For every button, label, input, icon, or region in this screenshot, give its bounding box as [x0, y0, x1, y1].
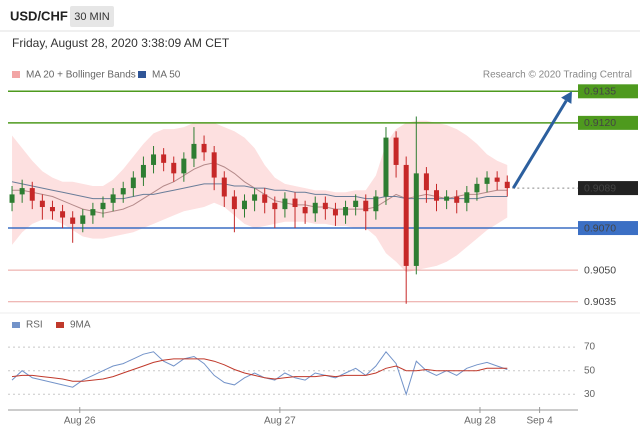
y-tick-label: 30 [584, 389, 596, 400]
candle-body [151, 154, 157, 165]
candle-body [120, 188, 126, 195]
candle-body [322, 202, 328, 210]
candle-body [292, 198, 298, 208]
candle-body [464, 192, 470, 203]
candle-body [373, 196, 379, 212]
candle-body [434, 190, 440, 201]
y-tick-label: 70 [584, 342, 596, 353]
legend-swatch [138, 71, 146, 78]
candle-body [241, 200, 247, 210]
forecast-arrow [512, 99, 568, 189]
candle-body [332, 209, 338, 216]
level-box [578, 84, 638, 99]
candle-body [39, 200, 45, 208]
bollinger-band [12, 120, 508, 273]
legend-label: MA 50 [152, 70, 181, 81]
rsi-line [11, 350, 508, 396]
level-label: 0.9120 [584, 117, 616, 129]
candle-body [171, 162, 177, 174]
candle-body [130, 177, 136, 189]
candle-body [161, 154, 167, 163]
candle-body [272, 202, 278, 210]
candle-body [70, 217, 76, 224]
candle-body [60, 211, 66, 218]
level-label: 0.9050 [584, 264, 616, 276]
candle-body [231, 196, 237, 210]
candle-body [393, 137, 399, 165]
candle-body [423, 173, 429, 191]
candle-body [363, 200, 369, 212]
credit: Research © 2020 Trading Central [483, 70, 632, 81]
candle-body [9, 194, 15, 203]
candle-body [221, 177, 227, 197]
level-label: 0.9035 [584, 296, 616, 308]
level-box [578, 115, 638, 130]
x-tick-label: Aug 26 [64, 416, 96, 427]
candle-body [262, 194, 268, 203]
ma50-line [11, 181, 508, 200]
x-tick-label: Aug 28 [464, 416, 496, 427]
candle-body [474, 183, 480, 193]
candle-body [353, 200, 359, 208]
candle-body [413, 173, 419, 266]
candle-body [484, 177, 490, 184]
candle-body [90, 209, 96, 216]
legend-swatch [12, 71, 20, 78]
timestamp: Friday, August 28, 2020 3:38:09 AM CET [12, 36, 230, 50]
symbol: USD/CHF [10, 8, 68, 23]
candle-body [140, 164, 146, 178]
legend-swatch [56, 322, 64, 328]
candle-body [19, 188, 25, 195]
candle-body [312, 202, 318, 214]
level-label: 0.9135 [584, 86, 616, 98]
candle-body [282, 198, 288, 210]
candle-body [49, 207, 55, 212]
candle-body [191, 143, 197, 159]
legend-label: RSI [26, 320, 43, 331]
candle-body [504, 181, 510, 189]
legend-swatch [12, 322, 20, 328]
legend-label: MA 20 + Bollinger Bands [26, 70, 136, 81]
forecast-arrowhead [561, 91, 572, 104]
interval-label[interactable]: 30 MIN [74, 11, 110, 23]
candle-body [181, 158, 187, 174]
candle-body [29, 188, 35, 201]
candle-body [211, 152, 217, 178]
interval-button[interactable] [70, 6, 114, 27]
level-box [578, 181, 638, 196]
candle-body [454, 196, 460, 203]
candle-body [444, 196, 450, 201]
candle-body [494, 177, 500, 182]
level-label: 0.9070 [584, 222, 616, 234]
candle-body [383, 137, 389, 197]
candle-body [302, 207, 308, 214]
level-box [578, 221, 638, 236]
rsi-line [11, 358, 508, 382]
candle-body [80, 215, 86, 224]
candle-body [100, 202, 106, 210]
x-tick-label: Aug 27 [264, 416, 296, 427]
candle-body [252, 194, 258, 201]
legend-label: 9MA [70, 320, 91, 331]
level-label: 0.9089 [584, 182, 616, 194]
candle-body [110, 194, 116, 203]
x-tick-label: Sep 4 [527, 416, 554, 427]
candle-body [403, 164, 409, 266]
candle-body [201, 143, 207, 153]
candle-body [343, 207, 349, 216]
y-tick-label: 50 [584, 365, 596, 376]
